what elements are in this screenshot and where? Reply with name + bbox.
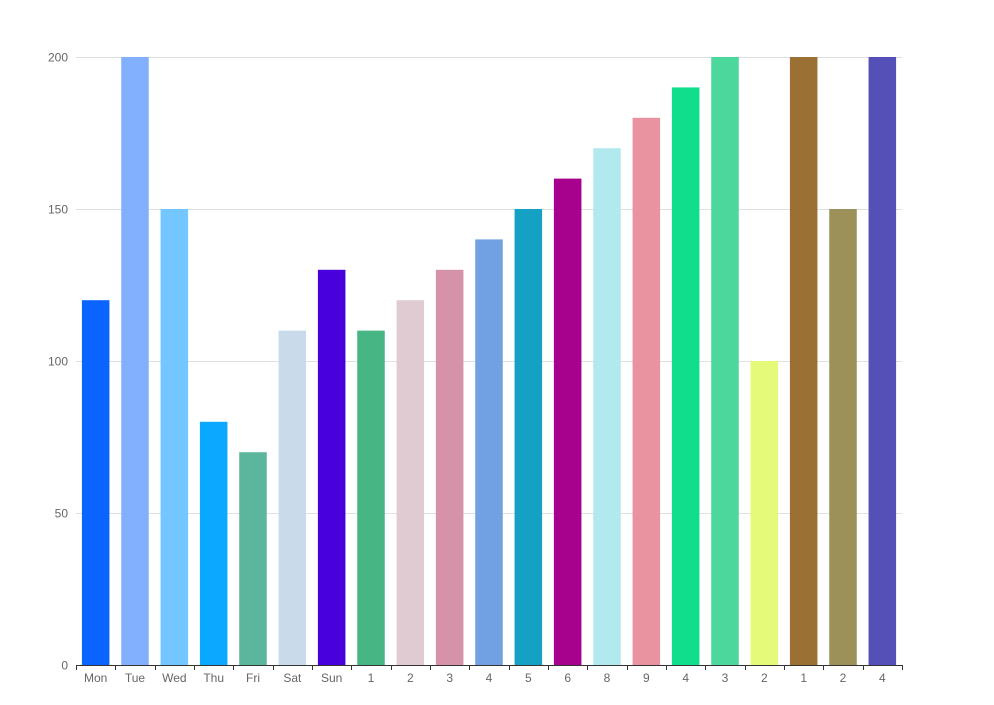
x-tick-label: 4 <box>486 671 493 685</box>
x-tick-label: Tue <box>125 671 146 685</box>
bar-6[interactable] <box>317 269 346 665</box>
x-tick-label: 3 <box>722 671 729 685</box>
x-tick-label: Sun <box>321 671 342 685</box>
x-tick-label: 4 <box>879 671 886 685</box>
bar-4[interactable] <box>239 452 267 665</box>
y-tick-label: 100 <box>48 355 68 369</box>
bar-13[interactable] <box>593 148 621 665</box>
bar-5[interactable] <box>278 330 307 665</box>
bar-9[interactable] <box>435 269 464 665</box>
bar-14[interactable] <box>632 117 661 666</box>
x-tick-label: Fri <box>246 671 260 685</box>
x-tick-label: 9 <box>643 671 650 685</box>
bar-12[interactable] <box>553 178 582 665</box>
x-tick-label: 5 <box>525 671 532 685</box>
x-tick-label: 2 <box>840 671 847 685</box>
x-tick-label: 2 <box>761 671 768 685</box>
bar-1[interactable] <box>121 57 149 665</box>
bars <box>81 57 897 666</box>
bar-2[interactable] <box>160 209 189 665</box>
x-tick-label: Mon <box>84 671 107 685</box>
bar-16[interactable] <box>711 57 739 665</box>
x-tick-label: Wed <box>162 671 186 685</box>
x-tick-label: Sat <box>283 671 302 685</box>
x-tick-label: Thu <box>203 671 224 685</box>
bar-15[interactable] <box>671 87 700 665</box>
x-tick-label: 3 <box>446 671 453 685</box>
bar-3[interactable] <box>199 421 228 665</box>
y-tick-label: 200 <box>48 51 68 65</box>
x-tick-label: 2 <box>407 671 414 685</box>
tick-labels: 0 50 100 150 200 Mon Tue Wed Thu Fri Sat Sun 1 2 3 4 5 6 8… <box>48 51 886 686</box>
axes <box>76 665 903 670</box>
bar-17[interactable] <box>750 361 779 665</box>
bar-8[interactable] <box>396 300 425 665</box>
bar-19[interactable] <box>829 209 857 665</box>
x-tick-label: 4 <box>682 671 689 685</box>
bar-18[interactable] <box>789 57 818 665</box>
bar-11[interactable] <box>514 209 543 665</box>
x-tick-label: 8 <box>604 671 611 685</box>
y-tick-label: 50 <box>55 507 69 521</box>
y-tick-label: 0 <box>61 659 68 673</box>
x-tick-label: 1 <box>368 671 375 685</box>
bar-10[interactable] <box>475 239 503 665</box>
bar-7[interactable] <box>357 330 385 665</box>
y-tick-label: 150 <box>48 203 68 217</box>
bar-0[interactable] <box>81 300 110 665</box>
x-tick-label: 6 <box>564 671 571 685</box>
x-tick-label: 1 <box>800 671 807 685</box>
bar-20[interactable] <box>868 57 897 665</box>
